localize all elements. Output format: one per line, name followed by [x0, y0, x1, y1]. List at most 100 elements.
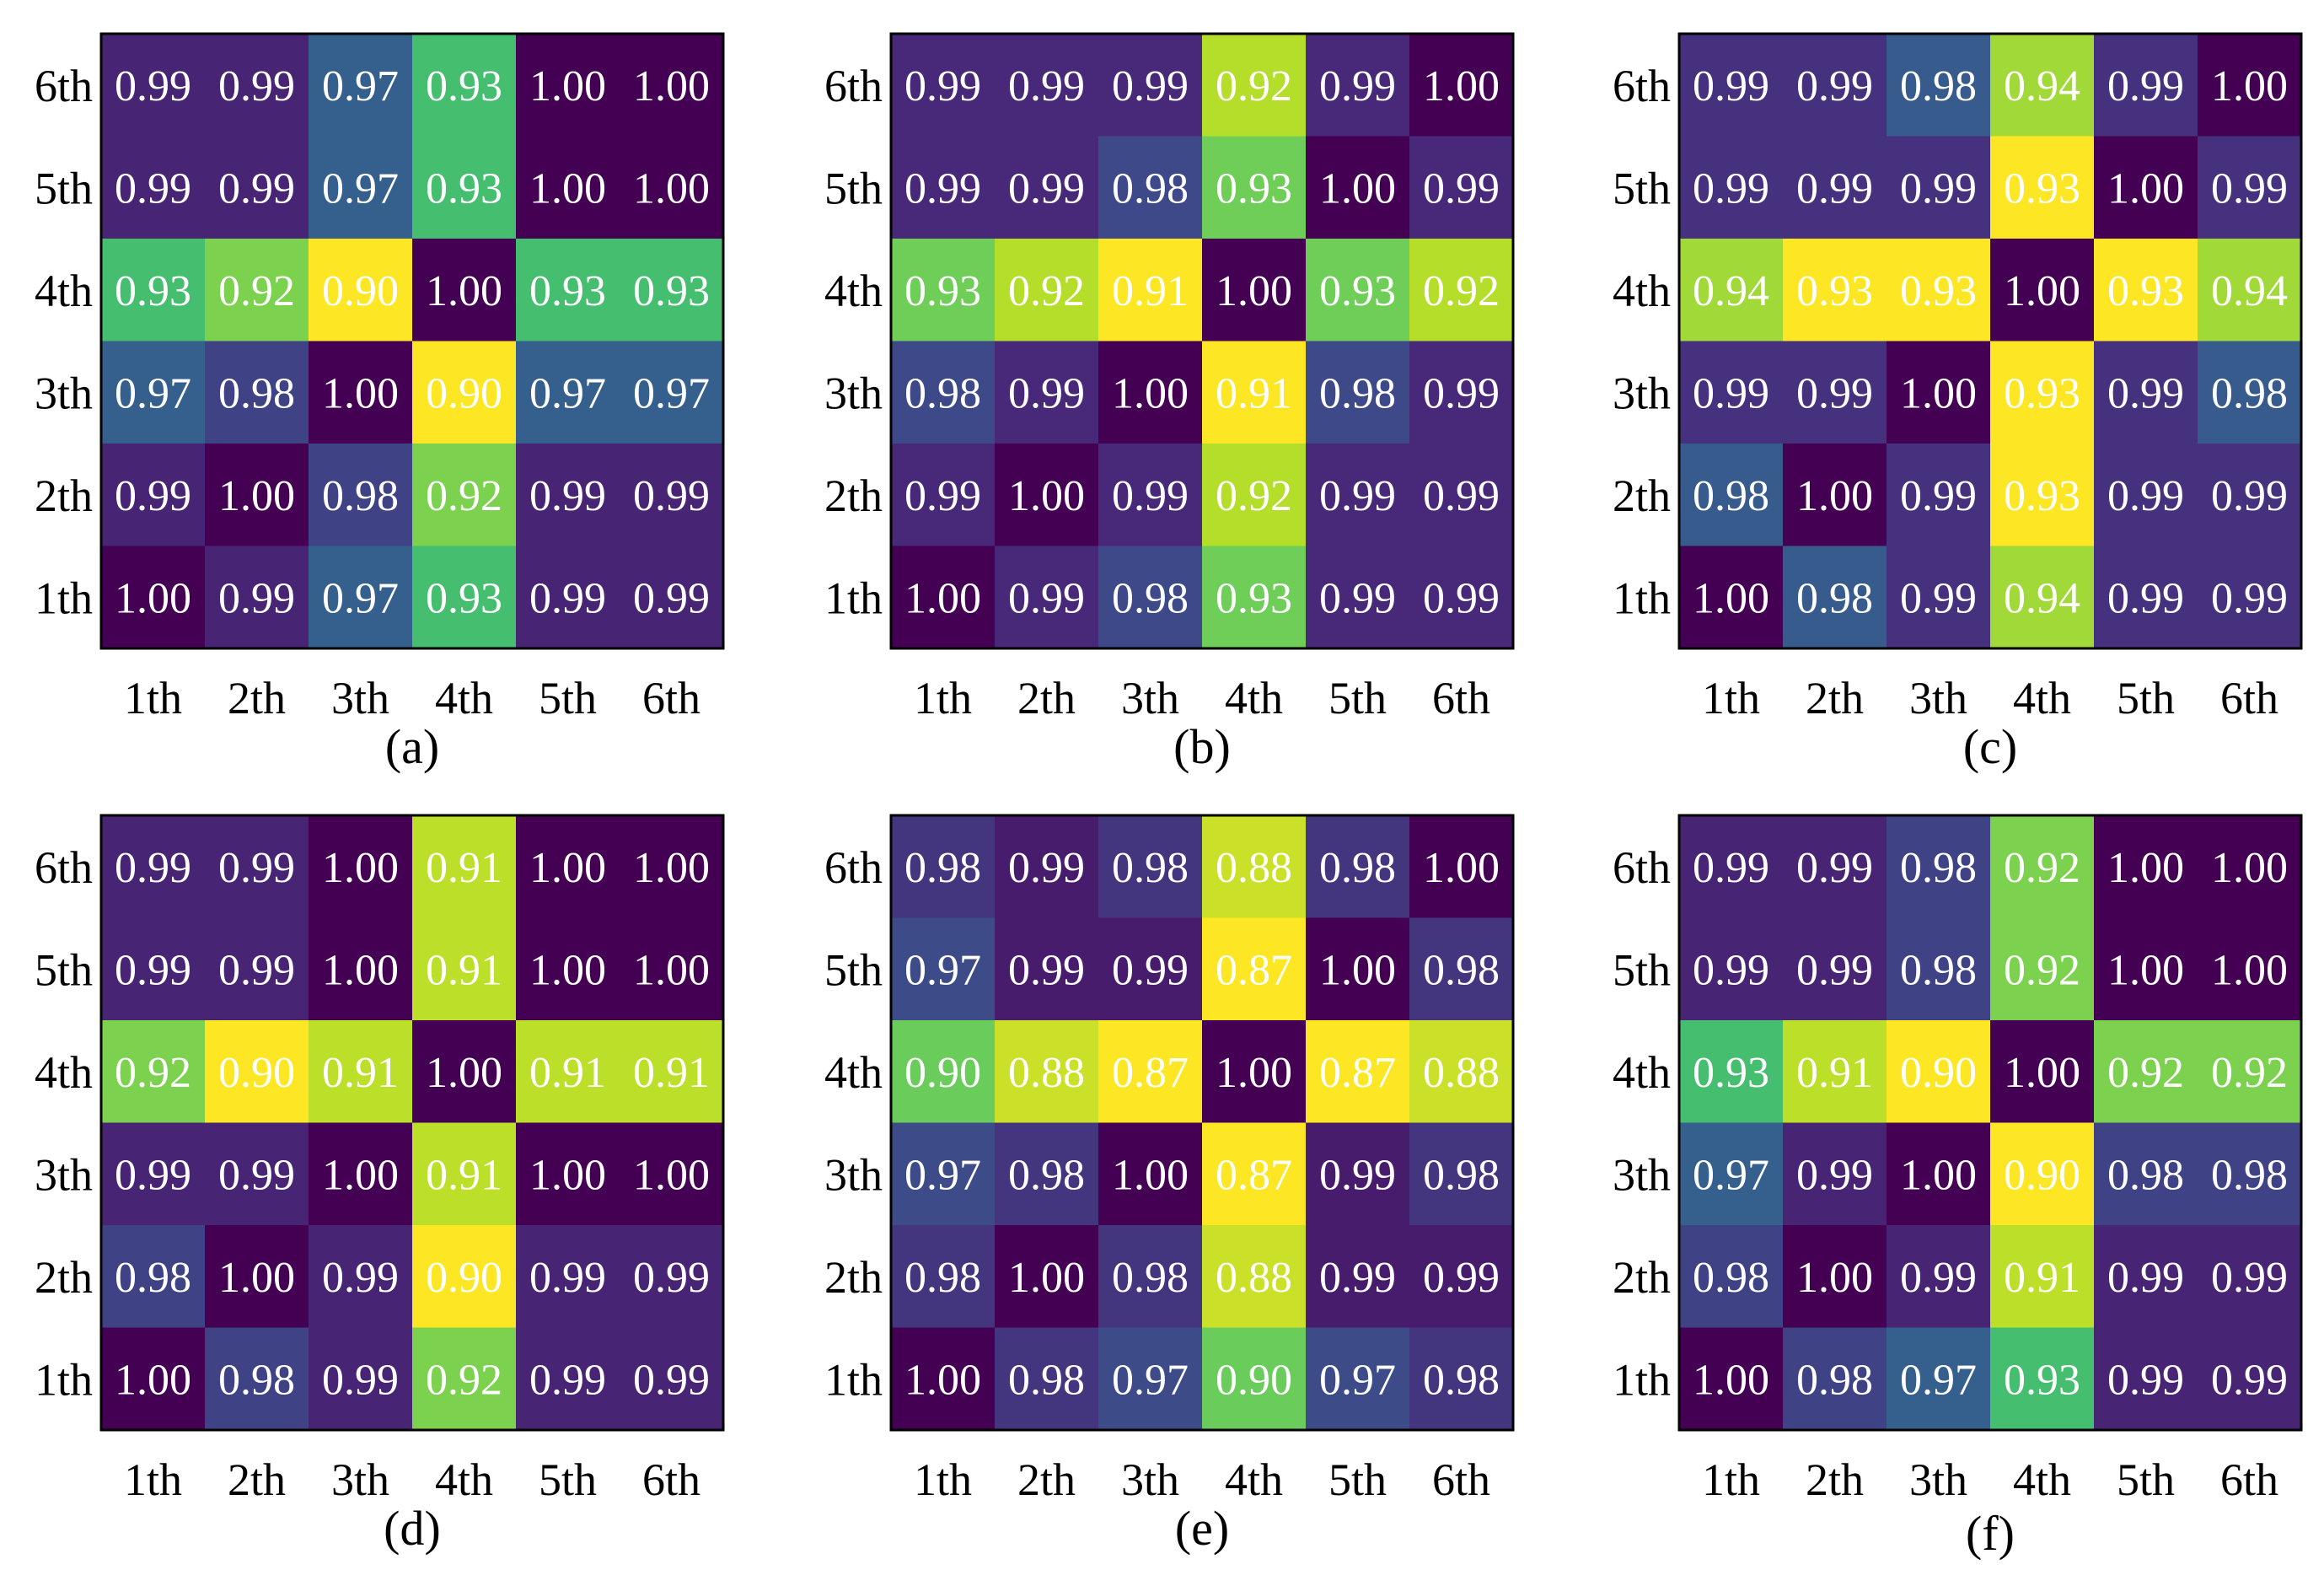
cell-value-label: 1.00 [904, 574, 981, 622]
cell-value-label: 0.90 [904, 1049, 981, 1097]
cell-value-label: 0.93 [115, 267, 191, 315]
heatmap-cell [1409, 136, 1514, 239]
cell-value-label: 0.99 [1796, 1151, 1873, 1199]
heatmap-cell [1990, 444, 2095, 547]
y-tick-label: 4th [35, 266, 93, 316]
cell-value-label: 0.91 [1112, 267, 1189, 315]
heatmap-cell [1409, 1020, 1514, 1124]
heatmap-cell [1887, 1225, 1991, 1329]
heatmap-cell [412, 34, 517, 137]
heatmap-cell [1783, 341, 1887, 444]
heatmap-cell [516, 546, 620, 649]
heatmap-cell [205, 239, 309, 342]
heatmap-cell [1990, 815, 2095, 919]
x-tick-label: 5th [539, 1454, 597, 1505]
cell-value-label: 0.99 [1319, 1254, 1396, 1302]
y-tick-label: 5th [1613, 944, 1671, 995]
cell-value-label: 0.98 [2211, 1151, 2288, 1199]
x-tick-label: 3th [1909, 1454, 1967, 1505]
heatmap-cell [2094, 1020, 2198, 1124]
heatmap-cell [101, 136, 206, 239]
cell-value-label: 0.99 [1008, 946, 1085, 994]
heatmap-cell [309, 1327, 413, 1431]
x-tick-label: 4th [2013, 673, 2071, 723]
plot-frame [889, 32, 1515, 650]
heatmap-cell [516, 34, 620, 137]
heatmap-panel-f: 0.99 0.99 0.98 0.92 1.00 1.00 0.99 0.99 0.98 0.92… [1613, 814, 2303, 1561]
heatmap-cell [101, 815, 206, 919]
heatmap-cell [891, 1225, 996, 1329]
cell-value-label: 1.00 [529, 844, 606, 892]
heatmap-cell [516, 1122, 620, 1226]
panel-caption: (b) [1173, 719, 1231, 774]
y-tick-label: 5th [1613, 163, 1671, 213]
heatmap-cell [1409, 1225, 1514, 1329]
x-tick-label: 2th [1806, 673, 1864, 723]
heatmap-cell [995, 815, 1099, 919]
cell-value-label: 1.00 [1423, 844, 1500, 892]
y-tick-label: 3th [35, 368, 93, 418]
cell-value-label: 0.97 [904, 946, 981, 994]
heatmap-cell [620, 341, 724, 444]
cell-value-label: 0.99 [1423, 574, 1500, 622]
heatmap-cell [891, 136, 996, 239]
heatmap-cell [620, 239, 724, 342]
cell-value-label: 0.94 [2211, 267, 2288, 315]
cell-value-label: 0.99 [1112, 946, 1189, 994]
cell-value-label: 1.00 [322, 1151, 399, 1199]
y-tick-label: 4th [824, 1047, 883, 1098]
x-tick-label: 3th [1121, 1454, 1179, 1505]
heatmap-cell [205, 34, 309, 137]
cell-value-label: 1.00 [322, 369, 399, 417]
cell-value-label: 0.99 [633, 574, 710, 622]
heatmap-cell [2094, 917, 2198, 1021]
cell-value-label: 0.99 [1796, 844, 1873, 892]
heatmap-cell [101, 34, 206, 137]
x-tick-label: 1th [124, 1454, 182, 1505]
heatmap-cell [995, 1122, 1099, 1226]
heatmap-panel-e: 0.98 0.99 0.98 0.88 0.98 1.00 0.97 0.99 0.99 0.87… [824, 814, 1515, 1556]
cell-value-label: 1.00 [1423, 62, 1500, 110]
cell-value-label: 0.98 [2211, 369, 2288, 417]
heatmap-cell [101, 444, 206, 547]
cell-value-label: 1.00 [529, 1151, 606, 1199]
heatmap-cell [891, 917, 996, 1021]
heatmap-cell [1783, 1225, 1887, 1329]
cell-value-label: 0.98 [1900, 62, 1977, 110]
heatmap-cell [891, 444, 996, 547]
x-tick-label: 5th [1328, 673, 1387, 723]
heatmap-cell [516, 815, 620, 919]
heatmap-cell [2198, 546, 2302, 649]
cell-value-label: 1.00 [2211, 62, 2288, 110]
cell-value-label: 0.92 [1216, 62, 1292, 110]
cell-value-label: 0.91 [426, 1151, 502, 1199]
cell-value-label: 0.99 [322, 1356, 399, 1404]
heatmap-cell [1887, 341, 1991, 444]
heatmap-cell [309, 546, 413, 649]
y-tick-label: 3th [824, 1149, 883, 1200]
cell-value-label: 0.91 [426, 844, 502, 892]
cell-value-label: 0.93 [426, 164, 502, 212]
heatmap-cell [1679, 444, 1784, 547]
heatmap-cell [1202, 1327, 1307, 1431]
cell-value-label: 0.97 [1319, 1356, 1396, 1404]
cell-value-label: 0.92 [218, 267, 295, 315]
heatmap-cell [412, 1327, 517, 1431]
heatmap-cell [995, 341, 1099, 444]
cell-value-label: 1.00 [633, 946, 710, 994]
heatmap-cell [205, 341, 309, 444]
heatmap-cell [1679, 1225, 1784, 1329]
heatmap-cell [2094, 546, 2198, 649]
x-tick-label: 6th [642, 673, 700, 723]
heatmap-cell [412, 917, 517, 1021]
heatmap-cell [1409, 444, 1514, 547]
cell-value-label: 1.00 [2004, 1049, 2080, 1097]
heatmap-cell [2094, 1327, 2198, 1431]
cell-value-label: 1.00 [218, 1254, 295, 1302]
cell-value-label: 1.00 [2004, 267, 2080, 315]
cell-value-label: 1.00 [426, 267, 502, 315]
cell-value-label: 1.00 [426, 1049, 502, 1097]
heatmap-cell [620, 917, 724, 1021]
cell-value-label: 0.91 [633, 1049, 710, 1097]
cell-value-label: 0.92 [1216, 472, 1292, 520]
